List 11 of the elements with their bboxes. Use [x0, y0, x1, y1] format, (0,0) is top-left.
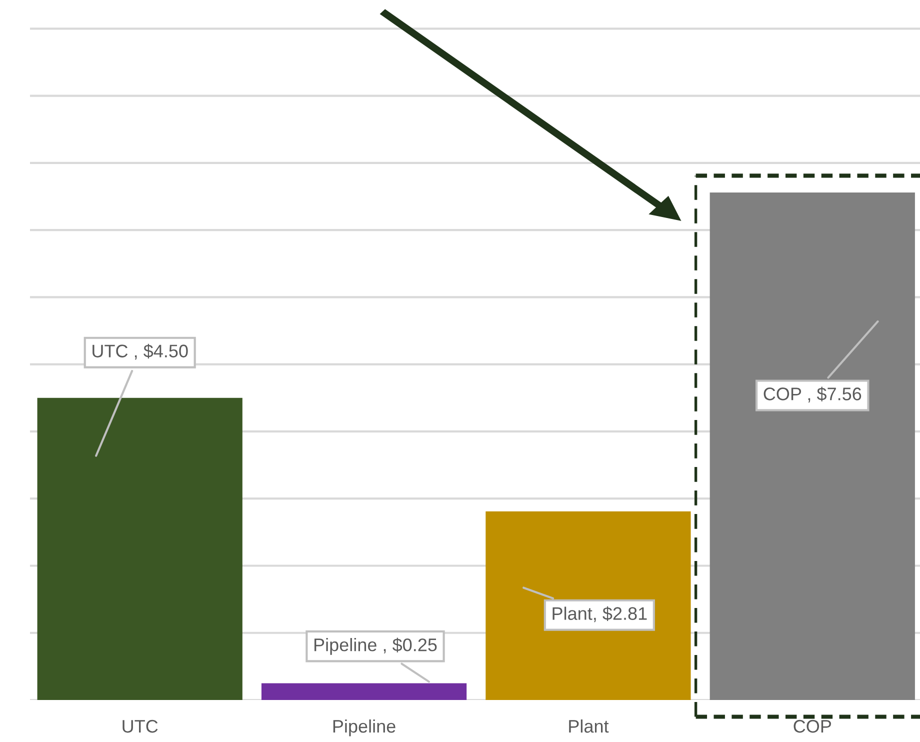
data-label: UTC , $4.50 [92, 344, 188, 360]
data-label: Plant, $2.81 [552, 606, 647, 622]
bar [486, 511, 691, 700]
x-tick-label: COP [794, 720, 832, 733]
bar [261, 683, 467, 700]
x-tick-label: Plant [569, 719, 609, 733]
bar [37, 398, 242, 700]
data-label: COP , $7.56 [764, 386, 862, 402]
data-label: Pipeline , $0.25 [314, 638, 437, 655]
x-tick-label: Pipeline [333, 719, 396, 736]
x-tick-label: UTC [122, 720, 158, 733]
